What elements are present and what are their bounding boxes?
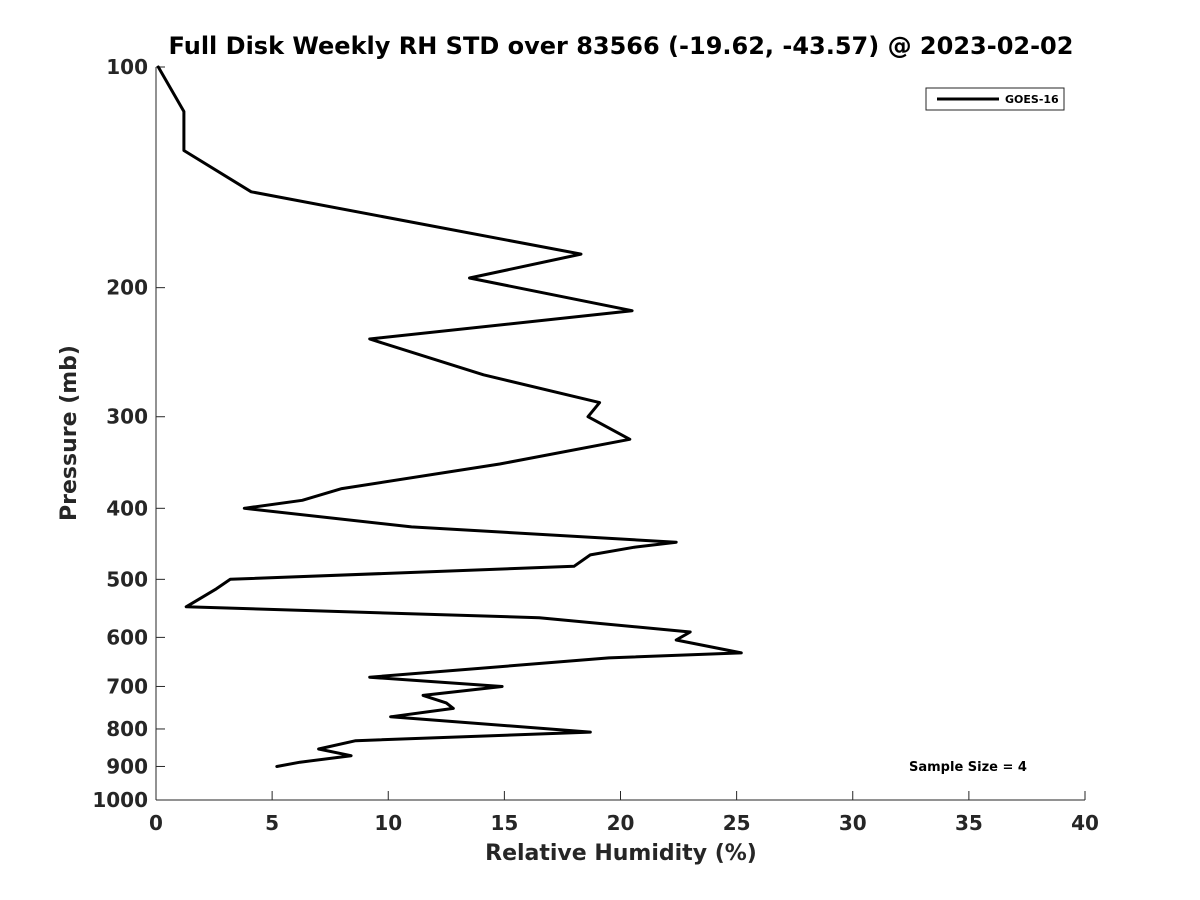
x-tick-label: 0 [149, 811, 163, 835]
legend-label: GOES-16 [1005, 93, 1059, 106]
y-tick-label: 500 [106, 567, 148, 591]
series-line-goes16 [156, 65, 743, 768]
x-axis-label: Relative Humidity (%) [485, 841, 757, 866]
y-axis-ticks: 100 200 300 400 500 600 700 800 900 1000 [92, 55, 165, 812]
x-tick-label: 10 [374, 811, 402, 835]
x-tick-label: 25 [723, 811, 751, 835]
y-tick-label: 900 [106, 754, 148, 778]
y-axis-label: Pressure (mb) [57, 345, 82, 521]
x-tick-label: 30 [839, 811, 867, 835]
x-tick-label: 15 [490, 811, 518, 835]
series-group [156, 65, 743, 768]
chart-title: Full Disk Weekly RH STD over 83566 (-19.… [169, 32, 1074, 60]
x-tick-label: 40 [1071, 811, 1099, 835]
y-tick-label: 400 [106, 496, 148, 520]
sample-size-annotation: Sample Size = 4 [909, 760, 1027, 775]
x-axis-ticks: 0 5 10 15 20 25 30 35 40 [149, 791, 1099, 835]
y-tick-label: 200 [106, 276, 148, 300]
y-tick-label: 300 [106, 405, 148, 429]
y-tick-label: 800 [106, 717, 148, 741]
x-tick-label: 5 [265, 811, 279, 835]
x-tick-label: 35 [955, 811, 983, 835]
y-tick-label: 1000 [92, 788, 148, 812]
y-tick-label: 700 [106, 674, 148, 698]
legend: GOES-16 [925, 87, 1065, 111]
x-tick-label: 20 [607, 811, 635, 835]
y-tick-label: 100 [106, 55, 148, 79]
y-tick-label: 600 [106, 625, 148, 649]
